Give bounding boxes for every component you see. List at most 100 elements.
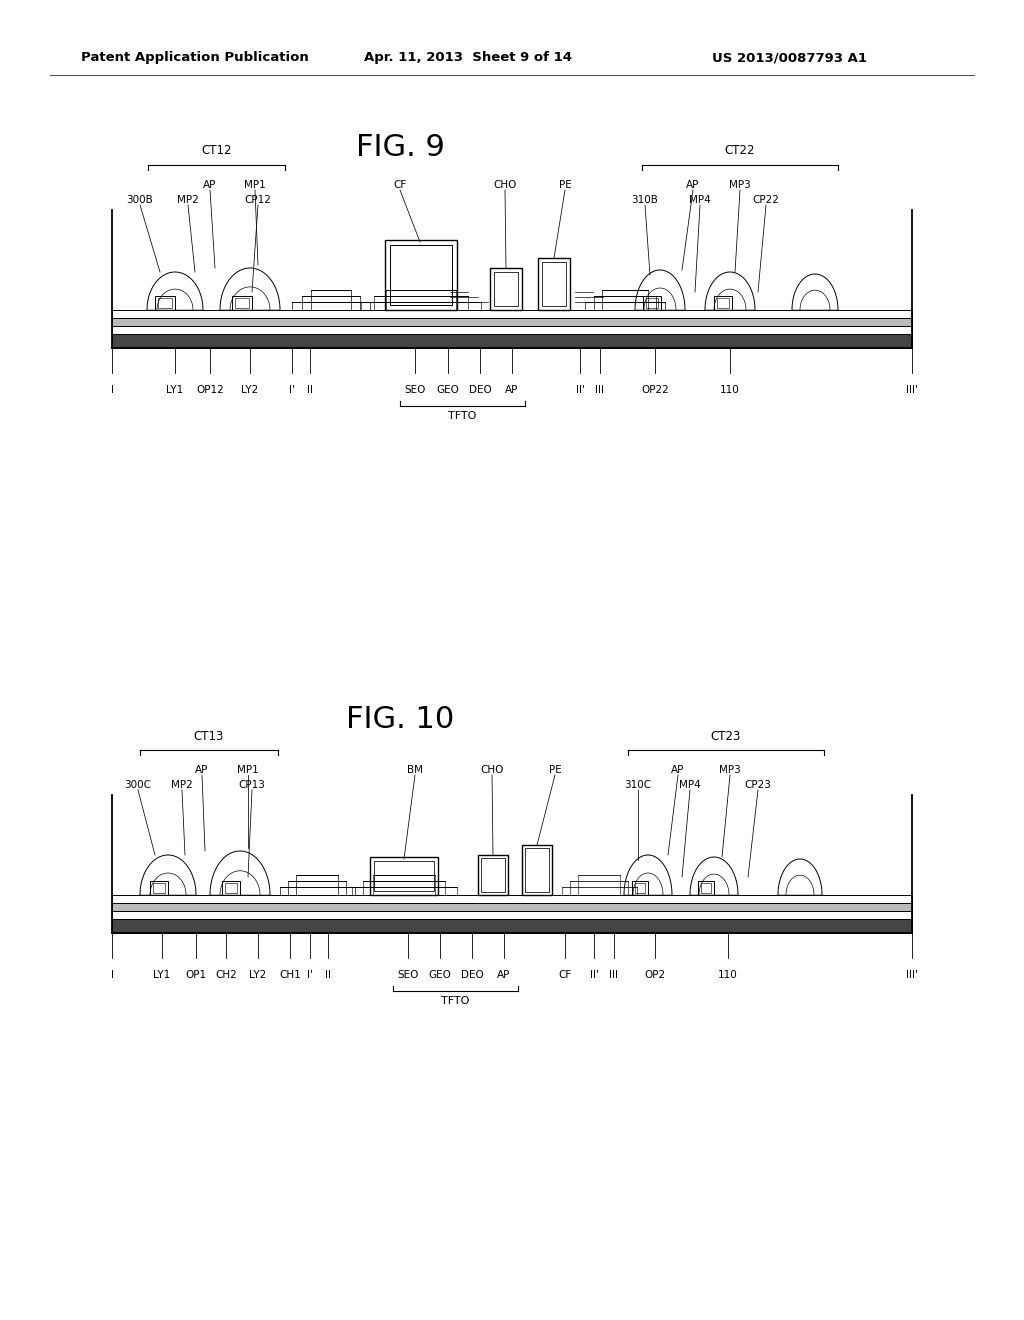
Text: CF: CF bbox=[393, 180, 407, 190]
Text: MP3: MP3 bbox=[719, 766, 741, 775]
Text: I': I' bbox=[307, 970, 313, 979]
Text: CT13: CT13 bbox=[194, 730, 224, 742]
Text: FIG. 10: FIG. 10 bbox=[346, 705, 454, 734]
Text: Apr. 11, 2013  Sheet 9 of 14: Apr. 11, 2013 Sheet 9 of 14 bbox=[364, 51, 572, 65]
Bar bbox=[112, 919, 912, 933]
Bar bbox=[538, 257, 570, 310]
Bar bbox=[374, 861, 434, 891]
Bar bbox=[643, 296, 662, 310]
Text: CF: CF bbox=[558, 970, 571, 979]
Text: II': II' bbox=[575, 385, 585, 395]
Bar bbox=[714, 296, 732, 310]
Bar bbox=[494, 272, 518, 306]
Text: CH1: CH1 bbox=[280, 970, 301, 979]
Text: PE: PE bbox=[549, 766, 561, 775]
Text: TFTO: TFTO bbox=[449, 411, 477, 421]
Text: 110: 110 bbox=[718, 970, 738, 979]
Text: GEO: GEO bbox=[436, 385, 460, 395]
Text: LY2: LY2 bbox=[250, 970, 266, 979]
Bar bbox=[234, 298, 249, 308]
Bar bbox=[717, 298, 729, 308]
Text: SEO: SEO bbox=[397, 970, 419, 979]
Text: LY1: LY1 bbox=[166, 385, 183, 395]
Bar bbox=[112, 334, 912, 348]
Text: CP22: CP22 bbox=[753, 195, 779, 205]
Text: BM: BM bbox=[407, 766, 423, 775]
Text: Patent Application Publication: Patent Application Publication bbox=[81, 51, 309, 65]
Text: SEO: SEO bbox=[404, 385, 426, 395]
Text: AP: AP bbox=[686, 180, 699, 190]
Text: AP: AP bbox=[505, 385, 519, 395]
Bar bbox=[112, 903, 912, 911]
Text: 300B: 300B bbox=[127, 195, 154, 205]
Text: CT12: CT12 bbox=[202, 144, 231, 157]
Text: LY2: LY2 bbox=[242, 385, 259, 395]
Text: AP: AP bbox=[204, 180, 217, 190]
Text: LY1: LY1 bbox=[154, 970, 171, 979]
Bar bbox=[522, 845, 552, 895]
Text: MP2: MP2 bbox=[171, 780, 193, 789]
Text: 110: 110 bbox=[720, 385, 740, 395]
Text: CHO: CHO bbox=[494, 180, 517, 190]
Bar bbox=[112, 911, 912, 919]
Bar bbox=[112, 310, 912, 318]
Text: TFTO: TFTO bbox=[441, 997, 470, 1006]
Text: AP: AP bbox=[498, 970, 511, 979]
Text: CP13: CP13 bbox=[239, 780, 265, 789]
Text: FIG. 9: FIG. 9 bbox=[355, 133, 444, 162]
Text: III': III' bbox=[906, 385, 918, 395]
Bar bbox=[481, 858, 505, 892]
Text: CP12: CP12 bbox=[245, 195, 271, 205]
Bar bbox=[370, 857, 438, 895]
Text: III: III bbox=[609, 970, 618, 979]
Text: CT22: CT22 bbox=[725, 144, 756, 157]
Text: DEO: DEO bbox=[461, 970, 483, 979]
Bar bbox=[222, 880, 240, 895]
Text: OP2: OP2 bbox=[644, 970, 666, 979]
Bar bbox=[232, 296, 252, 310]
Bar bbox=[632, 880, 648, 895]
Bar bbox=[698, 880, 714, 895]
Text: II': II' bbox=[590, 970, 598, 979]
Text: 300C: 300C bbox=[125, 780, 152, 789]
Text: US 2013/0087793 A1: US 2013/0087793 A1 bbox=[713, 51, 867, 65]
Text: OP1: OP1 bbox=[185, 970, 207, 979]
Bar bbox=[701, 883, 711, 894]
Bar bbox=[390, 246, 452, 305]
Bar bbox=[112, 318, 912, 326]
Text: AP: AP bbox=[196, 766, 209, 775]
Text: MP2: MP2 bbox=[177, 195, 199, 205]
Text: OP12: OP12 bbox=[197, 385, 224, 395]
Bar bbox=[385, 240, 457, 310]
Text: 310C: 310C bbox=[625, 780, 651, 789]
Text: III: III bbox=[596, 385, 604, 395]
Text: OP22: OP22 bbox=[641, 385, 669, 395]
Text: II: II bbox=[325, 970, 331, 979]
Text: AP: AP bbox=[672, 766, 685, 775]
Bar bbox=[525, 847, 549, 892]
Text: CHO: CHO bbox=[480, 766, 504, 775]
Bar bbox=[542, 261, 566, 306]
Text: 310B: 310B bbox=[632, 195, 658, 205]
Text: CT23: CT23 bbox=[711, 730, 741, 742]
Text: III': III' bbox=[906, 970, 918, 979]
Bar bbox=[478, 855, 508, 895]
Bar bbox=[635, 883, 645, 894]
Text: CP23: CP23 bbox=[744, 780, 771, 789]
Text: I: I bbox=[111, 385, 114, 395]
Text: MP4: MP4 bbox=[679, 780, 700, 789]
Bar bbox=[112, 326, 912, 334]
Bar bbox=[112, 895, 912, 903]
Bar bbox=[225, 883, 237, 894]
Text: PE: PE bbox=[559, 180, 571, 190]
Bar bbox=[153, 883, 165, 894]
Text: GEO: GEO bbox=[429, 970, 452, 979]
Text: II: II bbox=[307, 385, 313, 395]
Text: MP3: MP3 bbox=[729, 180, 751, 190]
Bar bbox=[646, 298, 658, 308]
Text: MP4: MP4 bbox=[689, 195, 711, 205]
Text: I: I bbox=[111, 970, 114, 979]
Bar bbox=[490, 268, 522, 310]
Text: MP1: MP1 bbox=[238, 766, 259, 775]
Bar bbox=[150, 880, 168, 895]
